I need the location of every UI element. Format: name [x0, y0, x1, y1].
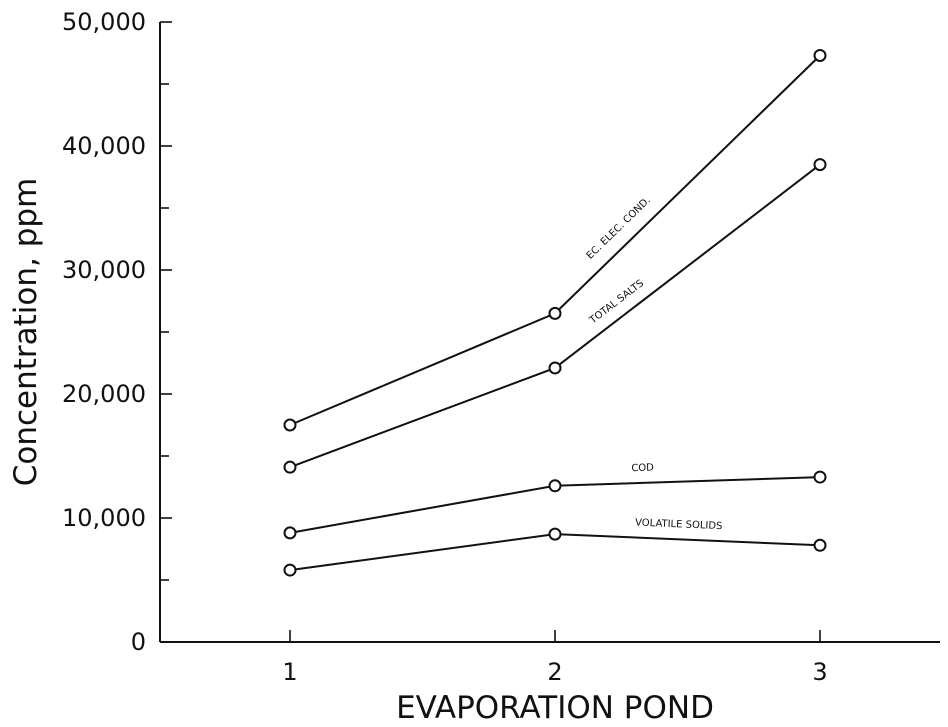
series-label: VOLATILE SOLIDS	[635, 517, 723, 532]
y-tick-label: 0	[131, 628, 146, 656]
data-point	[548, 306, 562, 320]
data-point	[283, 418, 297, 432]
y-axis: 0 10,000 20,000 30,000 40,000 50,000 Concentr…	[8, 8, 172, 656]
y-tick-label: 30,000	[62, 256, 146, 284]
series-label: COD	[631, 463, 654, 475]
x-tick-label: 1	[282, 658, 297, 686]
data-point	[548, 479, 562, 493]
y-tick-label: 50,000	[62, 8, 146, 36]
x-tick-label: 2	[547, 658, 562, 686]
series-3: COD	[283, 463, 827, 540]
data-point	[548, 361, 562, 375]
y-tick-label: 40,000	[62, 132, 146, 160]
y-ticks: 0 10,000 20,000 30,000 40,000 50,000	[62, 8, 172, 656]
data-point	[813, 158, 827, 172]
data-point	[813, 538, 827, 552]
data-point	[548, 527, 562, 541]
data-point	[283, 563, 297, 577]
y-axis-title: Concentration, ppm	[8, 178, 44, 487]
x-axis-title: EVAPORATION POND	[396, 690, 714, 726]
data-point	[813, 48, 827, 62]
series-4: VOLATILE SOLIDS	[283, 517, 827, 577]
data-point	[283, 526, 297, 540]
y-tick-label: 10,000	[62, 504, 146, 532]
data-point	[283, 460, 297, 474]
x-ticks: 1 2 3	[282, 630, 828, 686]
x-tick-label: 3	[812, 658, 827, 686]
y-tick-label: 20,000	[62, 380, 146, 408]
x-axis: 1 2 3 EVAPORATION POND	[160, 630, 940, 726]
data-point	[813, 470, 827, 484]
